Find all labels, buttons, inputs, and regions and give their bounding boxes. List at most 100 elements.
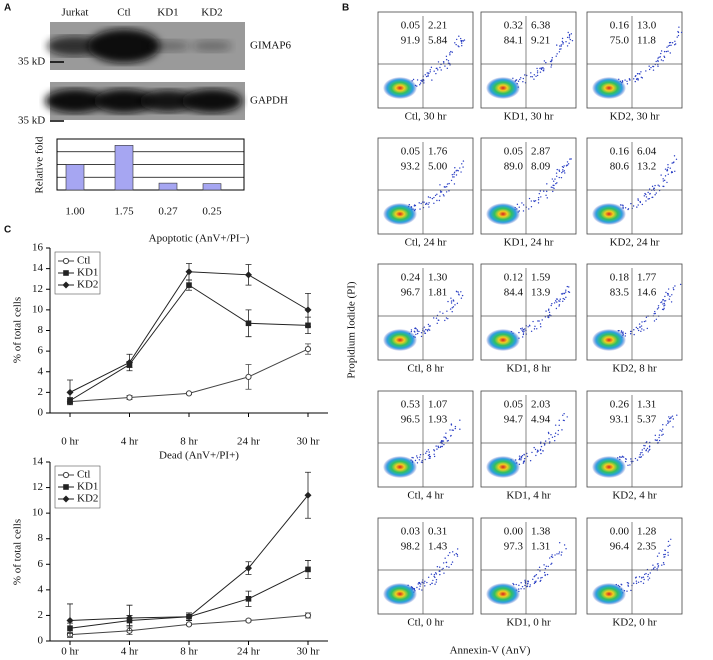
cell-dot [435,445,437,447]
cell-dot [531,451,533,454]
cell-dot [520,588,522,590]
cell-dot [633,333,635,336]
x-tick-label: 24 hr [237,436,260,448]
cell-dot [437,61,440,63]
blot-band [47,36,103,56]
quadrant-value: 1.38 [531,526,551,538]
cell-dot [543,444,546,446]
cell-dot [639,453,641,456]
cell-dot [554,424,557,426]
cell-dot [547,431,550,434]
cell-dot [524,74,526,76]
cell-dot [426,581,428,584]
cell-dot [652,69,655,71]
cell-dot [416,586,418,589]
cell-dot [453,554,456,556]
bar [65,164,85,191]
quadrant-value: 93.1 [610,414,629,426]
cell-dot [439,573,441,576]
quadrant-value: 1.43 [428,541,448,553]
cell-dot [636,77,638,80]
cell-dot [539,190,542,192]
cell-dot [533,582,536,585]
cell-dot [533,74,536,76]
cell-dot [542,450,544,452]
cell-dot [453,173,455,175]
cell-dot [626,581,629,584]
cell-dot [512,582,514,585]
x-tick-label: 4 hr [121,436,139,448]
cell-dot [535,574,538,576]
cell-dot [658,56,660,58]
cell-dot [663,563,665,566]
cell-dot [635,582,638,585]
legend-label: KD2 [77,279,98,291]
cell-dot [432,317,435,319]
cell-dot [638,456,641,458]
cell-dot [442,60,445,63]
cell-dot [449,54,451,56]
cell-dot [662,60,664,62]
quadrant-value: 96.7 [401,287,421,299]
cell-dot [451,173,454,176]
cell-dot [636,73,639,75]
cell-dot [451,561,454,563]
cell-dot [513,583,515,586]
cell-dot [567,291,570,293]
cell-dot [641,321,643,323]
cell-dot [674,170,676,172]
cell-dot [663,179,666,182]
cell-dot [530,76,532,78]
point-marker [62,281,70,289]
cell-dot [636,206,638,208]
cell-dot [543,68,545,70]
cell-dot [657,65,659,67]
cell-dot [535,75,537,78]
cell-dot [671,42,674,44]
cell-dot [523,453,525,456]
cell-dot [456,38,458,41]
quadrant-value: 0.05 [504,146,524,158]
cell-dot [678,26,680,28]
cell-dot [527,580,529,582]
cell-dot [546,183,548,185]
cell-dot [530,206,533,208]
cell-dot [562,169,564,171]
cell-dot [550,563,552,566]
cell-cluster [592,329,626,351]
cell-dot [420,202,422,205]
cell-dot [449,64,451,66]
cell-dot [558,45,561,47]
cell-dot [656,568,658,570]
cell-dot [556,298,559,300]
cell-dot [436,322,438,325]
cell-dot [433,449,435,451]
lane-label: KD2 [201,7,222,19]
cell-density [383,419,461,478]
cell-dot [662,424,664,426]
cell-dot [568,35,571,37]
cell-dot [680,31,683,34]
cell-dot [447,317,449,320]
cell-dot [552,190,554,193]
plot-label: KD2, 0 hr [612,617,657,629]
cell-dot [427,328,430,330]
cell-dot [645,449,647,452]
cell-dot [418,459,421,461]
cell-dot [450,434,452,437]
cell-dot [540,196,542,198]
blot-band [88,29,160,63]
cell-cluster [383,77,417,99]
cell-dot [527,326,529,328]
cell-dot [562,170,564,173]
cell-dot [558,424,560,427]
point-marker [245,596,252,602]
cell-dot [653,187,656,189]
cell-dot [526,585,529,587]
cell-dot [637,204,639,206]
cell-cluster [383,583,417,605]
cell-dot [537,320,539,322]
cell-dot [436,199,438,202]
cell-dot [654,310,656,313]
cell-density [383,290,464,351]
